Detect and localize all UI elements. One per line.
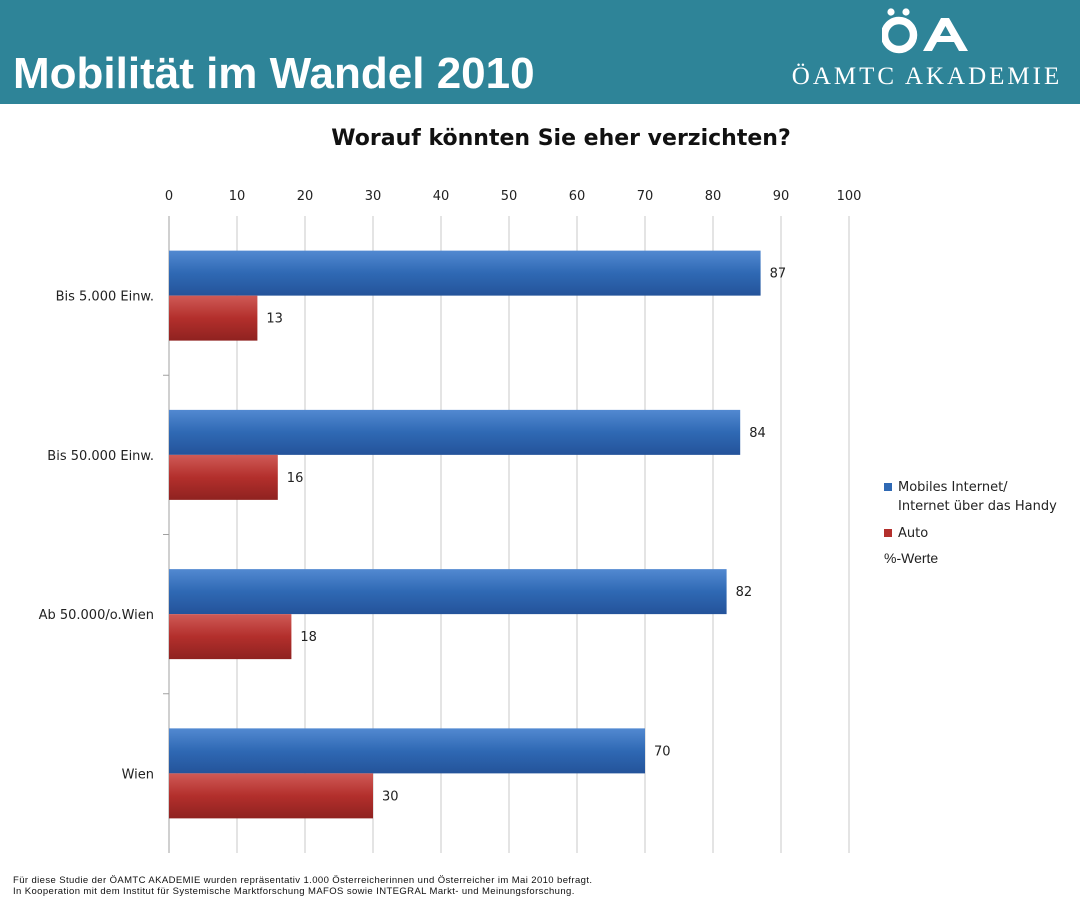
x-tick-label-70: 70 <box>637 189 654 204</box>
x-tick-label-0: 0 <box>165 189 173 204</box>
data-label-auto-0: 13 <box>266 312 283 327</box>
logo-text: ÖAMTC AKADEMIE <box>791 63 1063 90</box>
x-tick-label-60: 60 <box>569 189 586 204</box>
legend-label-internet-line2: Internet über das Handy <box>898 499 1057 514</box>
footnote-line-1: Für diese Studie der ÖAMTC AKADEMIE wurd… <box>13 875 593 886</box>
legend-swatch-auto <box>884 529 892 537</box>
x-tick-label-20: 20 <box>297 189 314 204</box>
category-label-3: Wien <box>122 767 154 782</box>
oeamtc-logo-icon <box>882 8 968 54</box>
data-label-auto-1: 16 <box>287 471 304 486</box>
bar-auto-3 <box>169 773 373 819</box>
legend-item-auto: Auto <box>884 524 1057 543</box>
footnote-line-2: In Kooperation mit dem Institut für Syst… <box>13 886 575 897</box>
header-bar: Mobilität im Wandel 2010 ÖAMTC AKADEMIE <box>0 0 1080 104</box>
unit-note: %-Werte <box>884 550 939 566</box>
data-label-auto-2: 18 <box>300 630 317 645</box>
legend: Mobiles Internet/ Internet über das Hand… <box>884 478 1057 551</box>
legend-label-auto: Auto <box>898 526 929 541</box>
bar-auto-0 <box>169 295 258 341</box>
chart-title: Worauf könnten Sie eher verzichten? <box>331 126 791 151</box>
x-tick-label-30: 30 <box>365 189 382 204</box>
data-label-internet-0: 87 <box>770 267 787 282</box>
x-tick-label-50: 50 <box>501 189 518 204</box>
data-label-internet-3: 70 <box>654 744 671 759</box>
x-tick-label-80: 80 <box>705 189 722 204</box>
category-label-1: Bis 50.000 Einw. <box>47 449 154 464</box>
bar-internet-3 <box>169 728 645 774</box>
bar-internet-0 <box>169 250 761 296</box>
bar-auto-2 <box>169 614 292 660</box>
x-tick-label-40: 40 <box>433 189 450 204</box>
bar-chart: 0 10 20 30 40 50 60 70 80 90 100 Bis 5.000 Einw. 87 1… <box>39 189 862 853</box>
bar-auto-1 <box>169 454 278 500</box>
category-label-2: Ab 50.000/o.Wien <box>39 608 154 623</box>
data-label-internet-2: 82 <box>736 585 753 600</box>
x-tick-label-10: 10 <box>229 189 246 204</box>
page-title: Mobilität im Wandel 2010 <box>13 49 535 98</box>
legend-item-internet: Mobiles Internet/ Internet über das Hand… <box>884 478 1057 516</box>
bar-internet-2 <box>169 569 727 615</box>
x-tick-label-90: 90 <box>773 189 790 204</box>
data-label-internet-1: 84 <box>749 426 766 441</box>
legend-label-internet-line1: Mobiles Internet/ <box>898 480 1008 495</box>
legend-label-internet: Mobiles Internet/ Internet über das Hand… <box>898 478 1057 516</box>
x-tick-label-100: 100 <box>837 189 862 204</box>
category-label-0: Bis 5.000 Einw. <box>56 290 154 305</box>
bar-internet-1 <box>169 409 741 455</box>
footnote: Für diese Studie der ÖAMTC AKADEMIE wurd… <box>13 875 592 897</box>
legend-swatch-internet <box>884 483 892 491</box>
data-label-auto-3: 30 <box>382 789 399 804</box>
